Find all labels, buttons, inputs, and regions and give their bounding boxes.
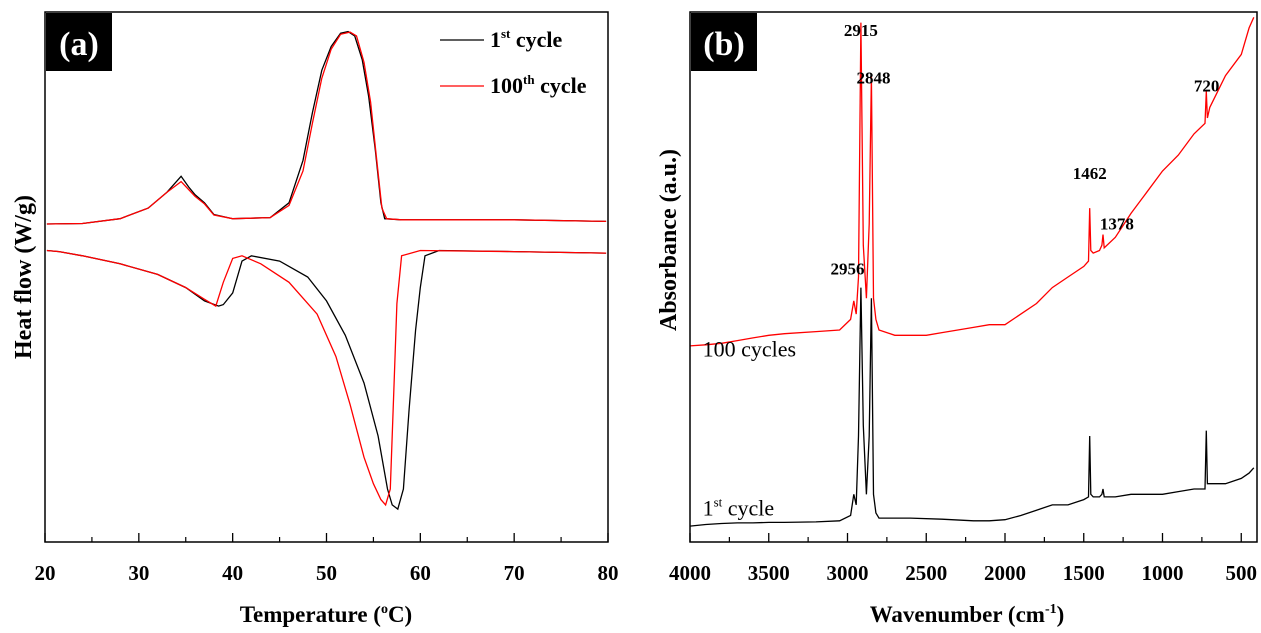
ftir-peak-label: 2915 (844, 21, 878, 40)
dsc-curves (46, 30, 607, 511)
dsc-y-axis-label: Heat flow (W/g) (11, 195, 37, 359)
ftir-panel: 4000 3500 3000 2500 2000 1500 1000 500 (b) 2915… (656, 11, 1258, 627)
ftir-x-tick-label: 3500 (748, 561, 790, 585)
dsc-series-line-2 (46, 249, 607, 511)
dsc-plot-frame (44, 11, 609, 543)
ftir-x-tick-label: 1000 (1142, 561, 1184, 585)
ftir-curves (689, 17, 1255, 527)
dsc-panel-label-box (46, 13, 112, 71)
ftir-x-tick-label: 3000 (827, 561, 869, 585)
ftir-peak-label: 2956 (831, 259, 865, 278)
dsc-legend: 1st cycle 100th cycle (440, 26, 587, 98)
ftir-annotations: 2915 2848 2956 1462 1378 720 100 cycles 1st cyc… (703, 21, 1220, 521)
dsc-series-line-0 (46, 30, 607, 225)
ftir-peak-label: 2848 (856, 69, 890, 88)
dsc-x-tick-label: 50 (316, 561, 337, 585)
ftir-x-ticks: 4000 3500 3000 2500 2000 1500 1000 500 (669, 533, 1257, 585)
ftir-x-axis-label: Wavenumber (cm-1) (870, 602, 1065, 627)
ftir-y-axis-label: Absorbance (a.u.) (656, 149, 682, 331)
dsc-legend-label-1st: 1st cycle (490, 26, 563, 52)
ftir-peak-label: 1378 (1100, 214, 1134, 233)
dsc-x-tick-label: 20 (35, 561, 56, 585)
ftir-curve-label: 100 cycles (703, 337, 796, 362)
ftir-curve-label: 1st cycle (703, 495, 775, 521)
ftir-x-tick-label: 1500 (1063, 561, 1105, 585)
ftir-panel-label-box (691, 13, 757, 71)
dsc-x-tick-label: 30 (128, 561, 149, 585)
ftir-x-tick-label: 4000 (669, 561, 711, 585)
dsc-x-tick-label: 70 (504, 561, 525, 585)
ftir-panel-label: (b) (703, 26, 745, 63)
ftir-plot-frame (689, 11, 1258, 543)
ftir-series-line-0 (689, 17, 1255, 347)
dsc-x-axis-label: Temperature (oC) (240, 602, 412, 627)
dsc-series-line-1 (46, 31, 607, 225)
dsc-x-tick-label: 60 (410, 561, 431, 585)
ftir-x-tick-label: 2500 (905, 561, 947, 585)
dsc-x-tick-label: 80 (598, 561, 619, 585)
dsc-series-line-3 (46, 249, 607, 507)
dsc-x-tick-label: 40 (222, 561, 243, 585)
dsc-panel: 20 30 40 50 60 70 80 (a) 1st cycle 100th cycle… (11, 11, 619, 627)
ftir-series-line-1 (689, 287, 1255, 527)
ftir-x-tick-label: 500 (1226, 561, 1258, 585)
dsc-legend-label-100th: 100th cycle (490, 72, 587, 98)
dsc-panel-label: (a) (59, 26, 99, 63)
dsc-x-ticks: 20 30 40 50 60 70 80 (35, 533, 619, 585)
ftir-peak-label: 1462 (1073, 164, 1107, 183)
ftir-peak-label: 720 (1194, 77, 1220, 96)
ftir-x-tick-label: 2000 (984, 561, 1026, 585)
